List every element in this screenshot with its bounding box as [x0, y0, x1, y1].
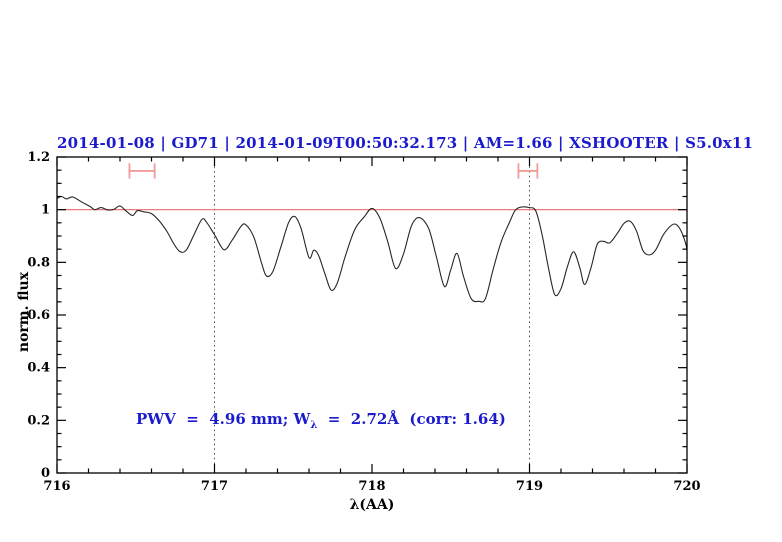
y-tick-label: 0.4	[27, 361, 50, 376]
pwv-annotation-pre: PWV = 4.96 mm; W	[136, 410, 311, 428]
y-tick-label: 0.8	[27, 255, 50, 270]
x-axis-label: λ(AA)	[349, 497, 395, 513]
y-tick-label: 0.2	[27, 413, 50, 428]
y-tick-label: 1	[41, 203, 50, 218]
x-tick-label: 717	[201, 479, 228, 494]
spectrum-curve	[56, 195, 688, 303]
y-tick-label: 1.2	[27, 150, 50, 165]
y-tick-label: 0	[41, 466, 50, 481]
pwv-annotation: PWV = 4.96 mm; Wλ = 2.72Å (corr: 1.64)	[136, 410, 506, 431]
x-tick-label: 718	[358, 479, 385, 494]
x-tick-label: 720	[673, 479, 700, 494]
x-tick-label: 716	[43, 479, 70, 494]
x-tick-label: 719	[516, 479, 543, 494]
pwv-annotation-post: = 2.72Å (corr: 1.64)	[317, 410, 506, 428]
y-tick-label: 0.6	[27, 308, 50, 323]
y-axis-label: norm. flux	[16, 271, 32, 353]
plot-title: 2014-01-08 | GD71 | 2014-01-09T00:50:32.…	[57, 134, 754, 152]
lambda-subscript: λ	[310, 420, 318, 431]
